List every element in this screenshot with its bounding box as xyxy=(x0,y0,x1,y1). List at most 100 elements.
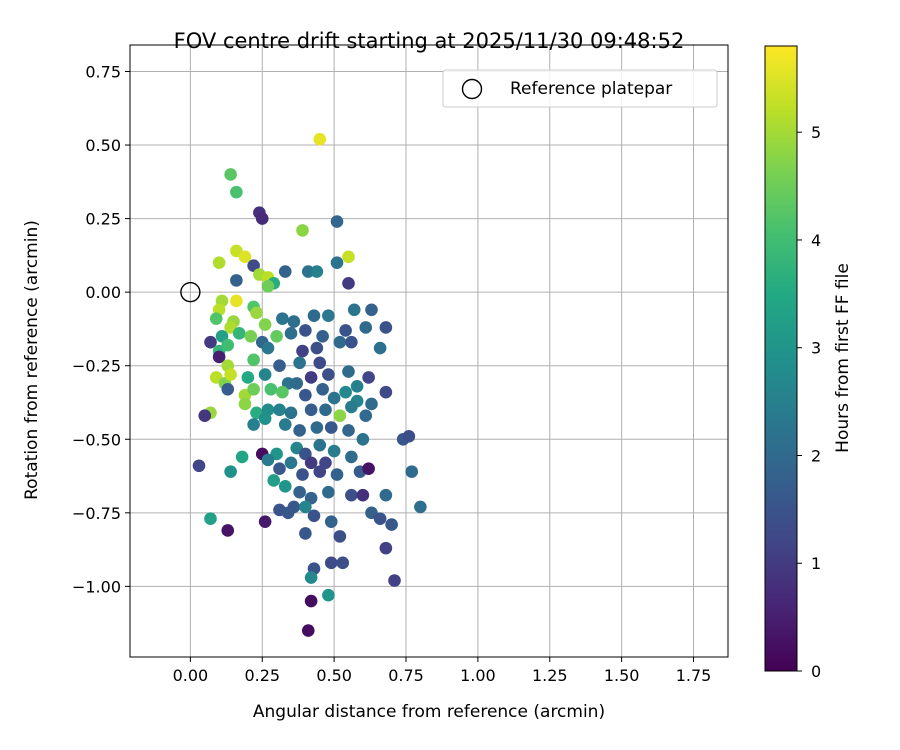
data-point xyxy=(313,132,327,146)
colorbar xyxy=(764,45,798,672)
data-point xyxy=(304,403,318,417)
data-point xyxy=(258,318,272,331)
data-point xyxy=(322,485,335,499)
data-point xyxy=(307,309,321,322)
data-point xyxy=(224,465,237,478)
data-point xyxy=(414,500,427,514)
legend-box xyxy=(442,69,718,108)
data-point xyxy=(365,397,378,411)
legend-reference-marker xyxy=(461,78,483,100)
data-point xyxy=(273,403,286,417)
data-point xyxy=(379,385,393,399)
legend: Reference platepar xyxy=(442,69,718,108)
data-point xyxy=(299,324,312,337)
data-point xyxy=(261,453,275,467)
y-axis-label: Rotation from reference (arcmin) xyxy=(22,220,42,500)
data-point xyxy=(405,465,419,478)
x-tick-label: 0.25 xyxy=(244,666,280,685)
data-point xyxy=(221,382,235,396)
data-point xyxy=(296,468,309,481)
data-point xyxy=(267,474,281,487)
data-point xyxy=(342,424,355,437)
data-point xyxy=(261,341,275,355)
data-point xyxy=(299,527,312,540)
data-point xyxy=(322,368,335,381)
reference-platepar-marker xyxy=(180,281,201,303)
data-point xyxy=(333,409,347,423)
data-point xyxy=(333,530,347,543)
data-point xyxy=(278,265,292,278)
data-point xyxy=(299,500,312,514)
data-point xyxy=(356,488,370,502)
data-point xyxy=(299,388,312,402)
data-point xyxy=(192,459,206,473)
data-point xyxy=(273,359,286,373)
data-point xyxy=(339,324,352,337)
data-point xyxy=(304,456,318,470)
data-point xyxy=(250,306,263,320)
data-point xyxy=(258,515,272,528)
data-point xyxy=(230,274,243,287)
y-axis-ticks: −1.00 −0.75 −0.50 −0.25 0.00 0.25 0.50 0.75 xyxy=(72,62,130,596)
y-tick-label: 0.25 xyxy=(85,210,121,229)
data-point xyxy=(313,438,327,452)
data-point xyxy=(345,450,358,464)
data-point xyxy=(362,462,375,475)
data-point xyxy=(261,279,275,293)
data-point xyxy=(255,212,269,225)
data-point xyxy=(284,456,298,470)
y-tick-label: −1.00 xyxy=(72,577,121,596)
data-point xyxy=(336,556,350,570)
colorbar-tick-label: 3 xyxy=(811,339,821,358)
data-point xyxy=(373,341,387,355)
data-point xyxy=(270,329,283,343)
colorbar-tick-label: 1 xyxy=(811,554,821,573)
data-point xyxy=(365,303,378,317)
data-point xyxy=(342,250,355,264)
chart-title: FOV centre drift starting at 2025/11/30 … xyxy=(174,29,685,53)
data-point xyxy=(204,512,217,526)
data-point xyxy=(212,350,226,364)
data-point xyxy=(319,403,332,417)
data-point xyxy=(330,256,344,270)
data-point xyxy=(284,327,298,340)
y-tick-label: 0.00 xyxy=(85,283,121,302)
data-point xyxy=(313,356,327,370)
data-point xyxy=(359,409,373,423)
data-point xyxy=(198,409,212,423)
colorbar-label: Hours from first FF file xyxy=(833,263,853,453)
y-tick-label: 0.75 xyxy=(85,62,121,81)
data-point xyxy=(232,327,246,340)
x-axis-ticks: 0.00 0.25 0.50 0.75 1.00 1.25 1.50 1.75 xyxy=(173,657,711,685)
data-point xyxy=(342,277,355,290)
data-point xyxy=(247,418,260,431)
y-tick-label: −0.75 xyxy=(72,504,121,523)
data-point xyxy=(247,353,260,367)
data-point xyxy=(293,485,306,499)
x-tick-label: 1.00 xyxy=(460,666,496,685)
y-tick-label: −0.25 xyxy=(72,357,121,376)
data-point xyxy=(330,215,344,228)
data-point xyxy=(322,309,335,322)
data-point xyxy=(359,321,373,334)
data-point xyxy=(313,465,327,478)
x-tick-label: 1.25 xyxy=(532,666,568,685)
data-point xyxy=(379,488,393,502)
data-point xyxy=(310,341,324,355)
x-tick-label: 0.50 xyxy=(316,666,352,685)
data-point xyxy=(379,541,393,555)
data-point xyxy=(327,444,341,458)
data-point xyxy=(224,368,237,381)
data-point xyxy=(373,512,387,526)
data-point xyxy=(221,524,235,537)
data-point xyxy=(278,480,292,493)
data-point xyxy=(238,397,252,411)
data-point xyxy=(330,468,344,481)
data-point xyxy=(276,312,289,325)
data-point xyxy=(402,430,416,443)
data-point xyxy=(350,380,364,393)
data-point xyxy=(301,265,315,278)
data-point xyxy=(304,371,318,384)
data-point xyxy=(333,335,347,349)
y-tick-label: −0.50 xyxy=(72,430,121,449)
